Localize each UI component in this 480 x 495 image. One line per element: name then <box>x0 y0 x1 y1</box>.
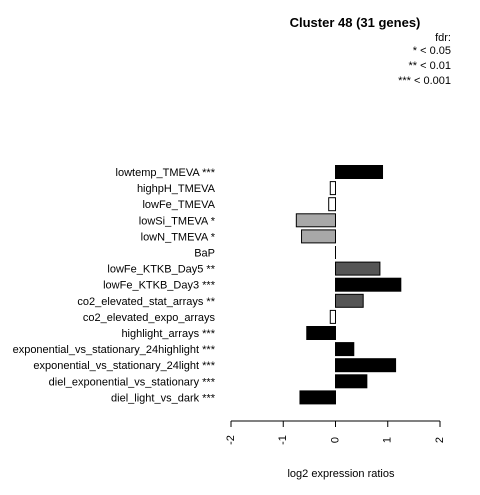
bar <box>329 181 336 196</box>
bar <box>335 358 397 373</box>
x-tick-label: -1 <box>277 435 289 445</box>
x-tick-label: 2 <box>434 437 446 443</box>
bar <box>301 229 337 244</box>
legend-line: fdr: <box>435 32 451 44</box>
category-label: BaP <box>194 248 215 260</box>
bar <box>335 165 384 179</box>
x-tick-label: -2 <box>225 435 237 445</box>
bar <box>329 309 336 324</box>
category-label: lowN_TMEVA * <box>141 231 216 243</box>
chart-title: Cluster 48 (31 genes) <box>290 15 421 30</box>
category-label: lowFe_KTKB_Day3 *** <box>103 280 216 292</box>
x-axis: -2 -1 0 1 2 <box>225 420 446 445</box>
bar <box>328 197 336 212</box>
category-label: diel_light_vs_dark *** <box>111 392 216 404</box>
category-label: diel_exponential_vs_stationary *** <box>49 376 216 388</box>
category-label: exponential_vs_stationary_24light *** <box>33 360 215 372</box>
bar <box>335 374 368 389</box>
x-tick-label: 0 <box>329 437 341 443</box>
bar <box>299 390 336 405</box>
bar <box>335 293 364 308</box>
bars-group <box>295 165 402 405</box>
category-label: co2_elevated_stat_arrays ** <box>77 296 215 308</box>
category-label: exponential_vs_stationary_24highlight **… <box>13 344 216 356</box>
bar <box>295 213 336 228</box>
x-axis-label: log2 expression ratios <box>287 468 395 480</box>
legend-line: ** < 0.01 <box>408 60 451 72</box>
bar <box>335 277 402 292</box>
legend: fdr: * < 0.05 ** < 0.01 *** < 0.001 <box>398 32 451 87</box>
category-label: lowtemp_TMEVA *** <box>116 167 216 179</box>
category-label: lowFe_KTKB_Day5 ** <box>107 264 215 276</box>
legend-line: * < 0.05 <box>413 45 451 57</box>
category-label: highlight_arrays *** <box>121 328 215 340</box>
category-label: co2_elevated_expo_arrays <box>83 312 216 324</box>
bar <box>335 261 381 276</box>
category-labels: lowtemp_TMEVA *** highpH_TMEVA lowFe_TMEVA… <box>13 167 216 404</box>
category-label: lowFe_TMEVA <box>142 199 215 211</box>
category-label: lowSi_TMEVA * <box>139 215 216 227</box>
x-tick-label: 1 <box>382 437 394 443</box>
legend-line: *** < 0.001 <box>398 75 451 87</box>
category-label: highpH_TMEVA <box>137 183 216 195</box>
bar <box>335 342 355 357</box>
bar <box>306 326 337 340</box>
